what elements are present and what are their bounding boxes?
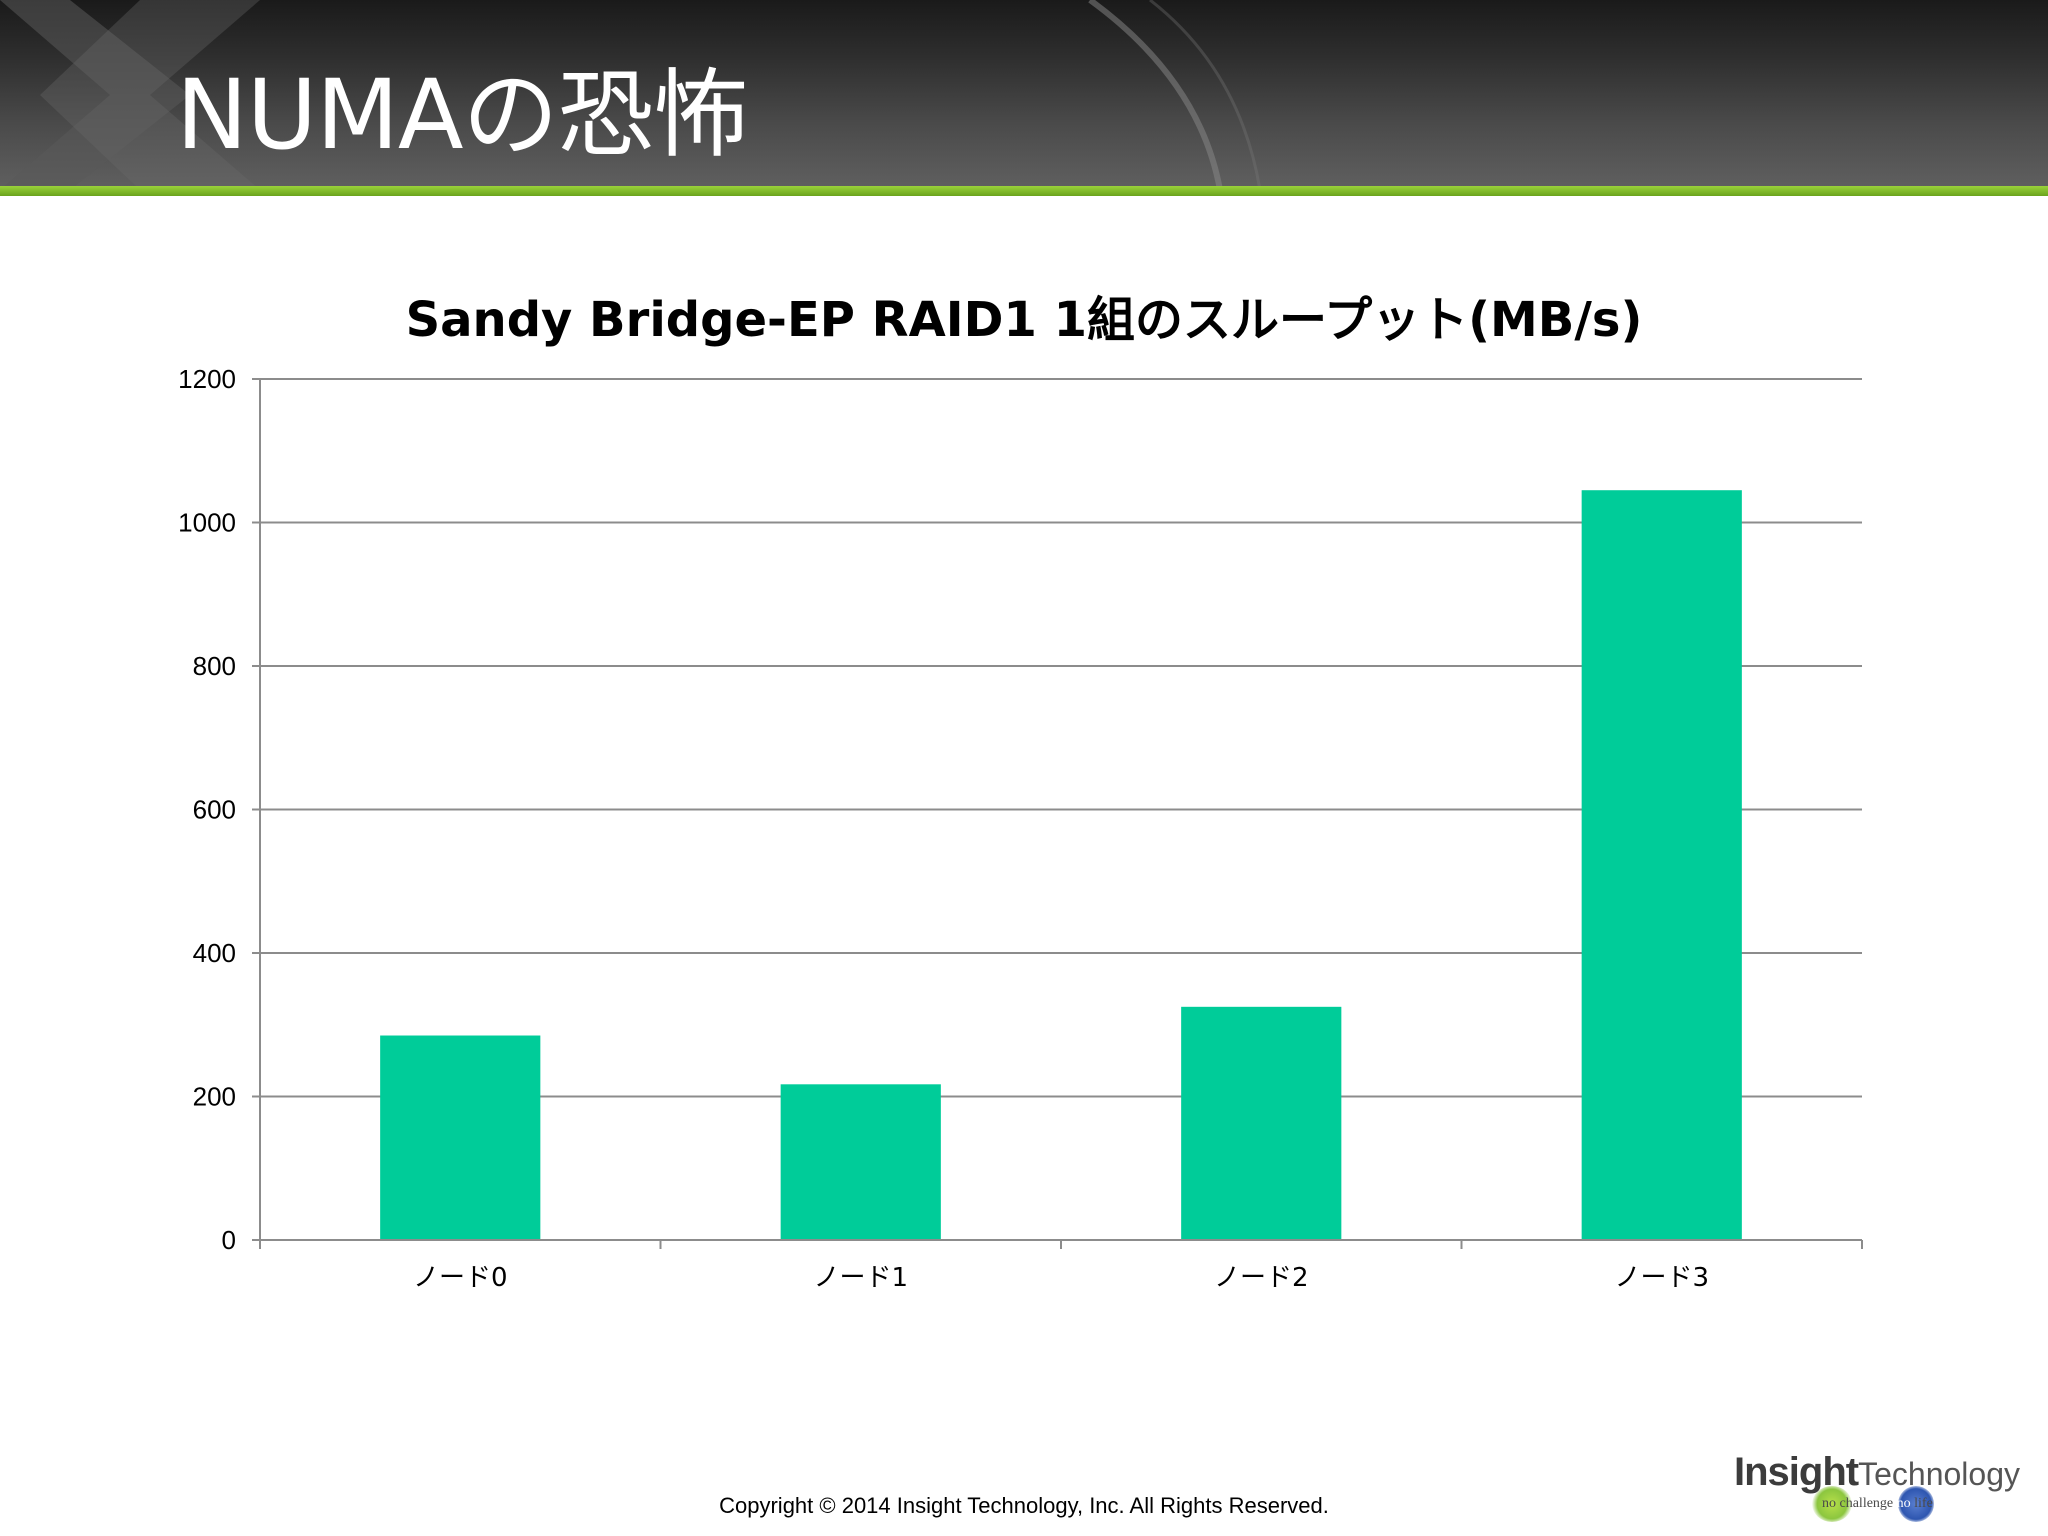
bar-3 [1581,490,1742,1240]
logo-technology: Technology [1858,1456,2020,1492]
axes [252,378,1863,1249]
logo-insight: Insight [1734,1450,1859,1494]
page-title: NUMAの恐怖 [176,59,749,171]
company-logo: InsightTechnology no challenge no life [1730,1442,2030,1522]
header-accent-rule [0,186,2048,196]
y-tick-label: 400 [193,938,236,968]
y-tick-label: 600 [193,795,236,825]
bar-1 [780,1084,941,1240]
x-category-label: ノード0 [413,1263,508,1293]
x-category-label: ノード2 [1214,1263,1309,1293]
bars [380,490,1742,1240]
y-tick-label: 800 [193,651,236,681]
logo-green-splash [1812,1486,1852,1522]
bar-2 [1181,1006,1342,1240]
y-tick-label: 1000 [178,508,236,538]
logo-wordmark: InsightTechnology [1734,1450,2020,1495]
bar-chart: 0 200 400 600 800 1000 1200 ノード0 ノード1 ノード2 ノード3 [178,364,1863,1293]
logo-tag-no-2: no [1896,1496,1911,1511]
chart-title: Sandy Bridge-EP RAID1 1組のスループット(MB/s) [405,292,1643,348]
header-x-decoration [0,0,1262,190]
slide-header: NUMAの恐怖 [0,0,2048,190]
bar-0 [380,1035,541,1240]
y-tick-label: 1200 [178,364,236,394]
x-category-label: ノード3 [1614,1263,1709,1293]
axis-labels: 0 200 400 600 800 1000 1200 ノード0 ノード1 ノード2 ノード3 [178,364,1709,1293]
x-category-label: ノード1 [813,1263,908,1293]
copyright-text: Copyright © 2014 Insight Technology, Inc… [719,1493,1329,1518]
y-tick-label: 200 [193,1082,236,1112]
logo-tag-challenge: challenge [1839,1496,1894,1511]
logo-tag-life: life [1914,1496,1933,1511]
logo-tagline: no challenge no life [1822,1496,1933,1512]
y-tick-label: 0 [222,1225,236,1255]
logo-blue-splash [1898,1486,1934,1522]
logo-tag-no-1: no [1822,1496,1836,1511]
